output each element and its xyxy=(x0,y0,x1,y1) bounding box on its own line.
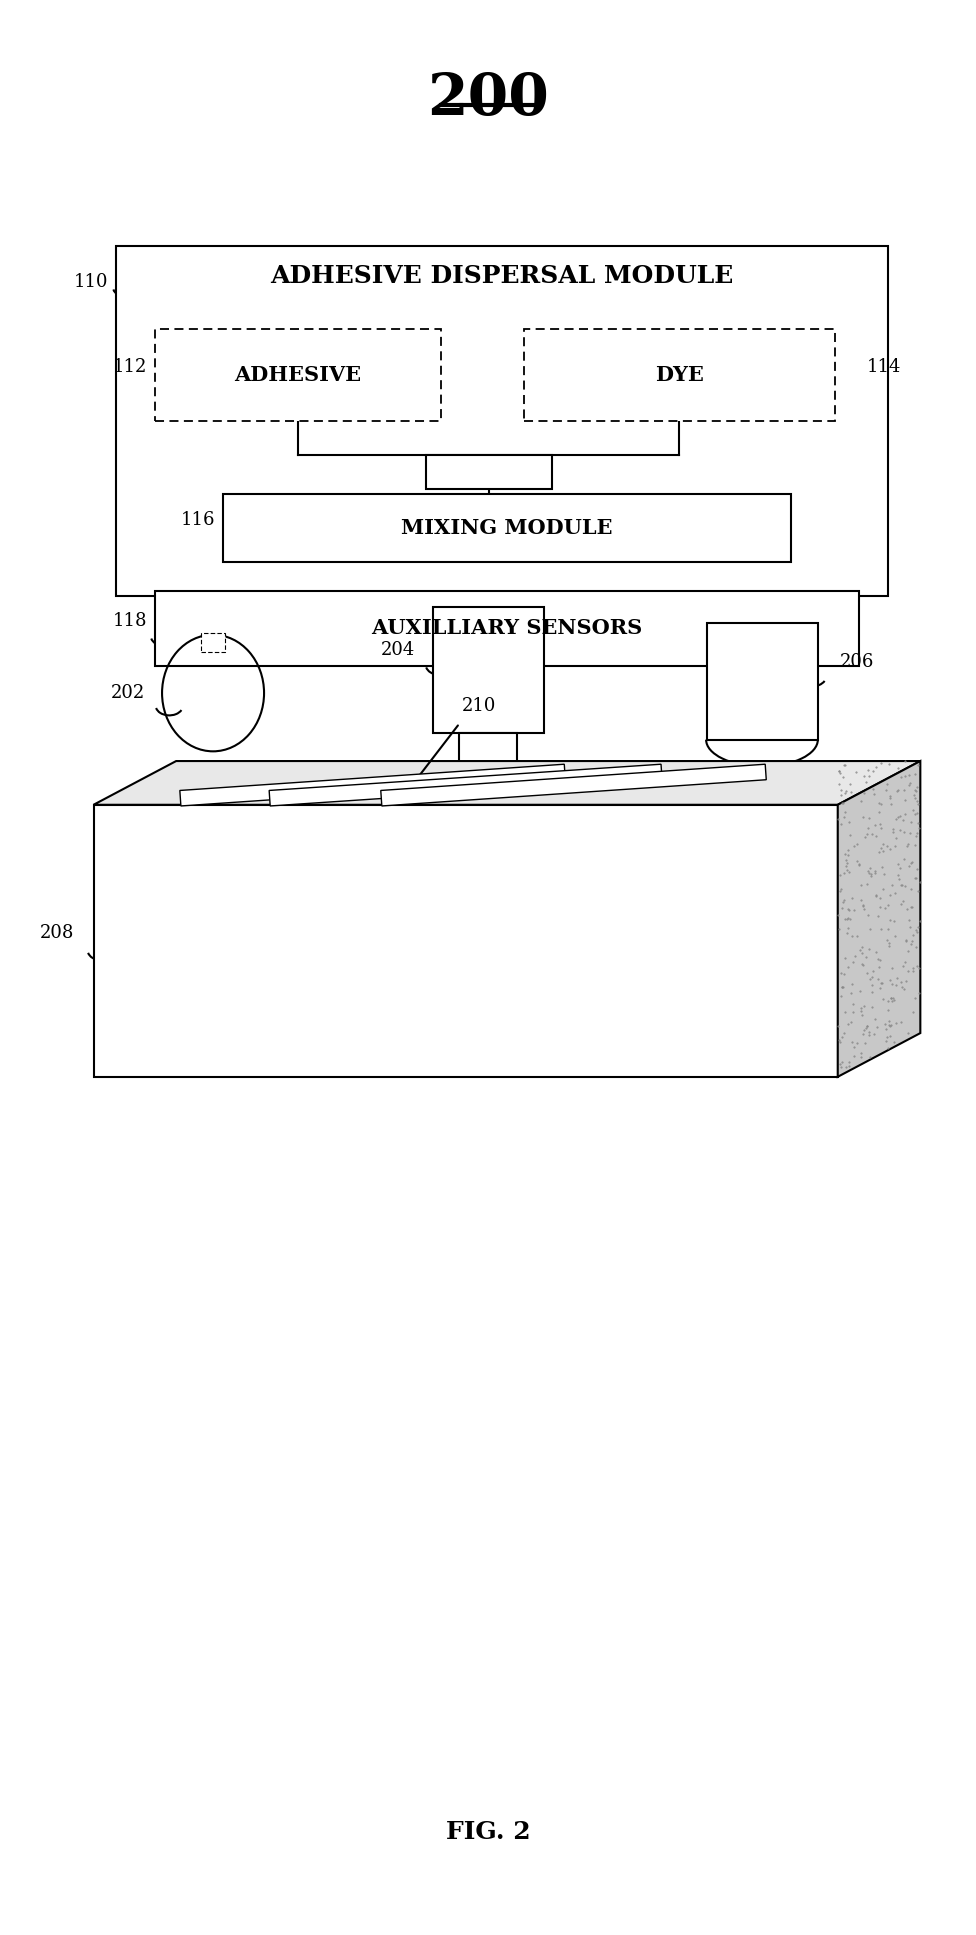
Bar xyxy=(155,590,859,666)
Polygon shape xyxy=(837,760,920,1076)
Text: 118: 118 xyxy=(112,611,147,629)
Polygon shape xyxy=(381,764,766,807)
Polygon shape xyxy=(94,760,920,805)
Text: 114: 114 xyxy=(867,358,901,375)
Text: FIG. 2: FIG. 2 xyxy=(446,1819,530,1844)
Bar xyxy=(223,493,792,561)
Bar xyxy=(459,733,517,766)
Text: 200: 200 xyxy=(427,72,549,128)
Bar xyxy=(116,246,888,596)
Polygon shape xyxy=(180,764,565,807)
Text: DYE: DYE xyxy=(655,366,704,385)
Text: 116: 116 xyxy=(181,511,215,528)
Bar xyxy=(524,329,834,422)
Bar xyxy=(426,455,551,490)
Text: 204: 204 xyxy=(381,642,415,660)
Bar xyxy=(707,623,818,739)
Text: 202: 202 xyxy=(111,685,145,702)
Bar xyxy=(432,608,545,733)
Text: 206: 206 xyxy=(839,652,874,671)
Text: 112: 112 xyxy=(112,358,147,375)
Text: AUXILLIARY SENSORS: AUXILLIARY SENSORS xyxy=(371,619,642,639)
Text: ADHESIVE DISPERSAL MODULE: ADHESIVE DISPERSAL MODULE xyxy=(270,263,734,288)
Text: ADHESIVE: ADHESIVE xyxy=(234,366,362,385)
Text: MIXING MODULE: MIXING MODULE xyxy=(401,519,613,538)
Text: 210: 210 xyxy=(462,697,496,716)
Text: 208: 208 xyxy=(40,925,74,942)
Bar xyxy=(94,805,837,1076)
Bar xyxy=(155,329,441,422)
Polygon shape xyxy=(269,764,662,807)
Bar xyxy=(201,633,224,652)
Text: 110: 110 xyxy=(73,273,108,292)
